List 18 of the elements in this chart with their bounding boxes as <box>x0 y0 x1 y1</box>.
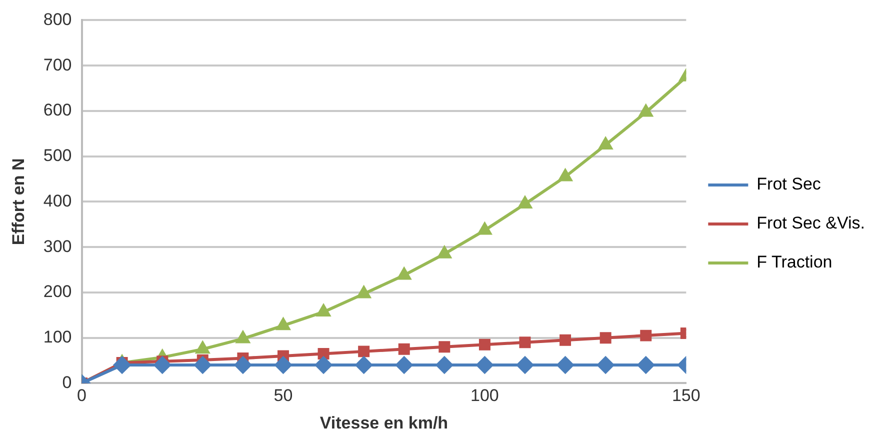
legend-label: Frot Sec <box>756 174 822 194</box>
x-tick-label: 100 <box>470 386 499 406</box>
y-tick-label: 600 <box>43 100 72 120</box>
y-tick-label: 500 <box>43 146 72 166</box>
x-tick-label: 0 <box>77 386 86 406</box>
y-tick-label: 700 <box>43 55 72 74</box>
y-tick-label: 800 <box>43 10 72 29</box>
y-tick-label: 0 <box>62 372 72 392</box>
legend-label: F Traction <box>756 252 832 272</box>
y-tick-label: 400 <box>43 191 72 210</box>
legend-label: Frot Sec &Vis. <box>756 214 866 233</box>
x-axis-title: Vitesse en km/h <box>320 413 448 432</box>
y-tick-label: 100 <box>43 328 72 347</box>
y-axis-title: Effort en N <box>8 158 28 246</box>
y-tick-label: 200 <box>43 282 72 302</box>
x-tick-label: 50 <box>274 386 293 406</box>
x-tick-label: 150 <box>672 386 700 406</box>
y-tick-label: 300 <box>43 236 72 256</box>
